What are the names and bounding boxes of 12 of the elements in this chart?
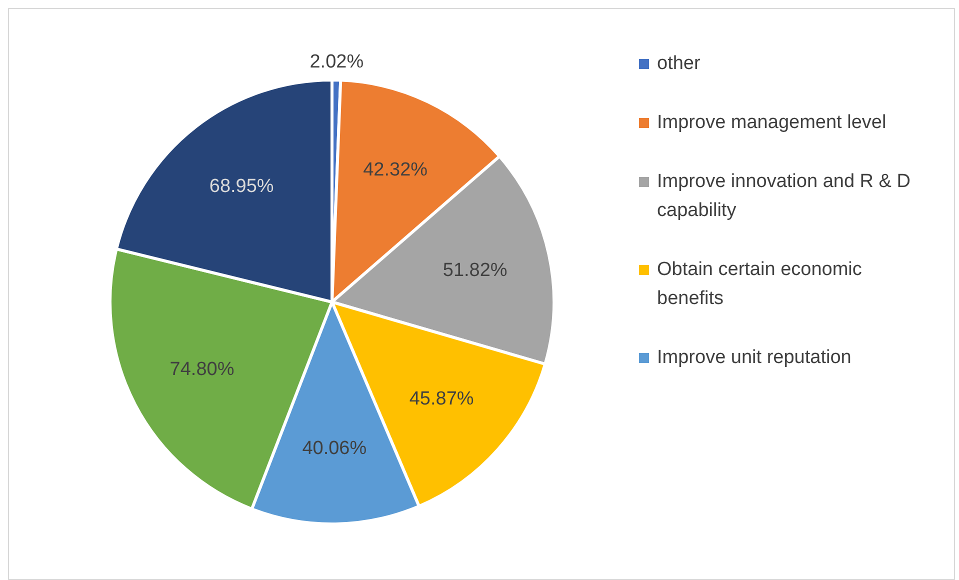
data-label: 40.06% — [302, 438, 367, 459]
legend-label: other — [657, 52, 702, 76]
data-label: 51.82% — [442, 260, 508, 282]
legend-label: Obtain certain economic benefits — [657, 258, 863, 311]
data-label: 42.32% — [363, 159, 428, 180]
legend-label: Improve unit reputation — [657, 346, 852, 370]
legend-label: Improve management level — [657, 111, 888, 135]
data-label: 68.95% — [209, 176, 274, 198]
data-label: 45.87% — [409, 388, 474, 410]
data-label: 74.80% — [170, 359, 234, 380]
legend-label: Improve innovation and R & D capability — [657, 170, 912, 223]
data-label: 2.02% — [310, 52, 364, 73]
